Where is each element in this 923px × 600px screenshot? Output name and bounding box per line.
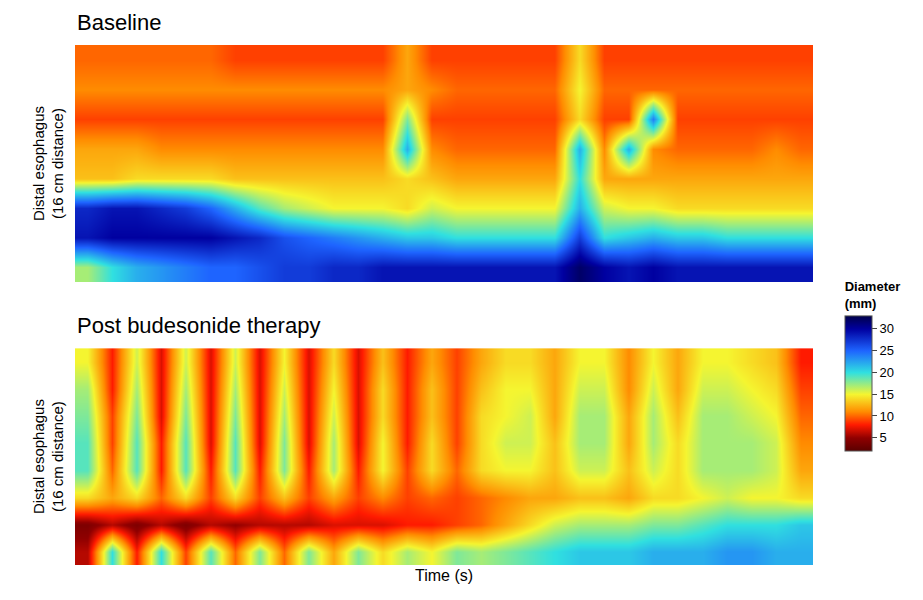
- svg-text:Baseline: Baseline: [77, 10, 161, 35]
- svg-text:20: 20: [880, 365, 894, 380]
- svg-text:Time (s): Time (s): [415, 567, 473, 584]
- svg-text:15: 15: [880, 387, 894, 402]
- svg-text:30: 30: [880, 321, 894, 336]
- svg-text:5: 5: [880, 430, 887, 445]
- svg-text:Diameter(mm): Diameter(mm): [845, 279, 901, 311]
- svg-text:Distal esophagus(16 cm distanc: Distal esophagus(16 cm distance): [30, 399, 67, 514]
- svg-text:Post budesonide therapy: Post budesonide therapy: [77, 313, 320, 338]
- svg-text:10: 10: [880, 408, 894, 423]
- svg-text:Distal esophagus(16 cm distanc: Distal esophagus(16 cm distance): [30, 106, 67, 221]
- svg-text:25: 25: [880, 343, 894, 358]
